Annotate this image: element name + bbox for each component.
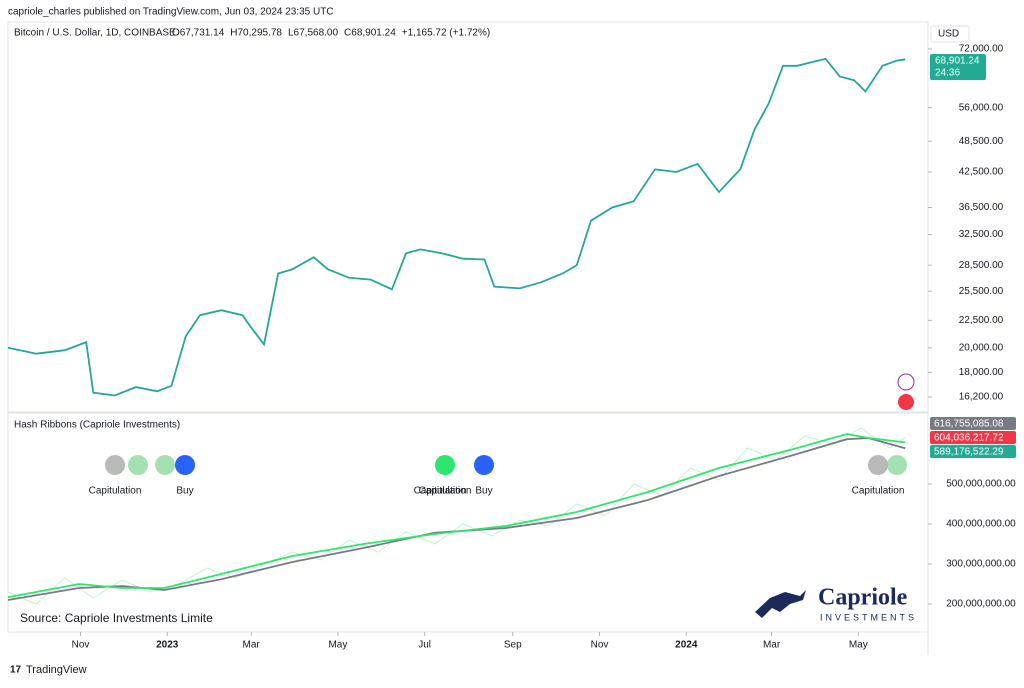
currency-box bbox=[930, 25, 970, 43]
x-tick-label: Nov bbox=[72, 640, 90, 651]
logo-horse bbox=[755, 590, 806, 618]
x-tick-label: 2023 bbox=[156, 640, 179, 651]
x-tick-label: 2024 bbox=[675, 640, 698, 651]
y-tick-label: 500,000,000.00 bbox=[946, 479, 1016, 490]
y-tick-label: 28,500.00 bbox=[959, 260, 1004, 271]
x-tick-label: Sep bbox=[504, 640, 522, 651]
footer-brand: TradingView bbox=[26, 664, 87, 676]
y-tick-label: 32,500.00 bbox=[959, 229, 1004, 240]
countdown: 24:36 bbox=[935, 68, 960, 79]
x-tick-label: May bbox=[849, 640, 868, 651]
source-note: Source: Capriole Investments Limite bbox=[20, 611, 213, 625]
signal-dot bbox=[474, 455, 494, 475]
y-tick-label: 300,000,000.00 bbox=[946, 559, 1016, 570]
signal-label: Capitulation bbox=[414, 486, 467, 497]
y-tick-label: 400,000,000.00 bbox=[946, 519, 1016, 530]
series-line bbox=[7, 57, 906, 397]
brand-tagline: INVESTMENTS bbox=[820, 612, 917, 622]
event-icon[interactable] bbox=[897, 373, 915, 391]
currency: USD bbox=[938, 29, 959, 40]
y-tick-label: 42,500.00 bbox=[959, 167, 1004, 178]
y-tick-label: 200,000,000.00 bbox=[946, 599, 1016, 610]
y-tick-label: 25,500.00 bbox=[959, 286, 1004, 297]
value-tag: 616,755,085.08 bbox=[934, 419, 1004, 430]
symbol-label: Bitcoin / U.S. Dollar, 1D, COINBASE bbox=[14, 28, 176, 39]
ohlc-value: +1,165.72 (+1.72%) bbox=[402, 28, 490, 39]
y-tick-label: 22,500.00 bbox=[959, 315, 1004, 326]
x-tick-label: May bbox=[328, 640, 347, 651]
y-tick-label: 16,200.00 bbox=[959, 392, 1004, 403]
price-pane bbox=[7, 21, 929, 413]
signal-dot bbox=[868, 455, 888, 475]
signal-label: Buy bbox=[475, 486, 492, 497]
y-tick-label: 18,000.00 bbox=[959, 367, 1004, 378]
signal-dot bbox=[105, 455, 125, 475]
ohlc-legend: O67,731.14 H70,295.78 L67,568.00 C68,901.24… bbox=[172, 28, 490, 39]
ohlc-value: O67,731.14 bbox=[172, 28, 225, 39]
indicator-title: Hash Ribbons (Capriole Investments) bbox=[14, 420, 180, 431]
value-tag-box bbox=[930, 431, 1016, 444]
signal-dot bbox=[887, 455, 907, 475]
signal-dot bbox=[435, 455, 455, 475]
signal-dots bbox=[105, 455, 907, 475]
signal-label: Buy bbox=[176, 486, 193, 497]
ohlc-value: H70,295.78 bbox=[230, 28, 282, 39]
x-tick-label: Mar bbox=[763, 640, 781, 651]
footer-logo-mark: 17 bbox=[10, 665, 22, 676]
x-tick-label: Mar bbox=[243, 640, 261, 651]
x-tick-label: Nov bbox=[591, 640, 609, 651]
price-tag-box bbox=[930, 54, 986, 80]
y-tick-label: 48,500.00 bbox=[959, 136, 1004, 147]
published-line: capriole_charles published on TradingVie… bbox=[8, 7, 334, 18]
series-line bbox=[7, 433, 906, 599]
value-tag: 589,176,522.29 bbox=[934, 447, 1004, 458]
signal-dot bbox=[128, 455, 148, 475]
signal-label: Capitulation bbox=[89, 486, 142, 497]
ohlc-value: L67,568.00 bbox=[288, 28, 338, 39]
y-tick-label: 20,000.00 bbox=[959, 342, 1004, 353]
signal-dot bbox=[155, 455, 175, 475]
y-tick-label: 56,000.00 bbox=[959, 102, 1004, 113]
event-icon[interactable] bbox=[898, 394, 914, 410]
signal-label: Capitulation bbox=[852, 486, 905, 497]
indicator-pane bbox=[7, 412, 929, 633]
value-tag-box bbox=[930, 445, 1016, 458]
signal-dot bbox=[175, 455, 195, 475]
signal-label: Capitulation bbox=[419, 486, 472, 497]
x-tick-label: Jul bbox=[418, 640, 431, 651]
ohlc-value: C68,901.24 bbox=[344, 28, 396, 39]
value-tag: 604,036,217.72 bbox=[934, 433, 1004, 444]
value-tag-box bbox=[930, 417, 1016, 430]
y-tick-label: 36,500.00 bbox=[959, 202, 1004, 213]
price-tag: 68,901.24 bbox=[935, 56, 980, 67]
y-tick-label: 72,000.00 bbox=[959, 44, 1004, 55]
brand-name: Capriole bbox=[818, 585, 908, 611]
